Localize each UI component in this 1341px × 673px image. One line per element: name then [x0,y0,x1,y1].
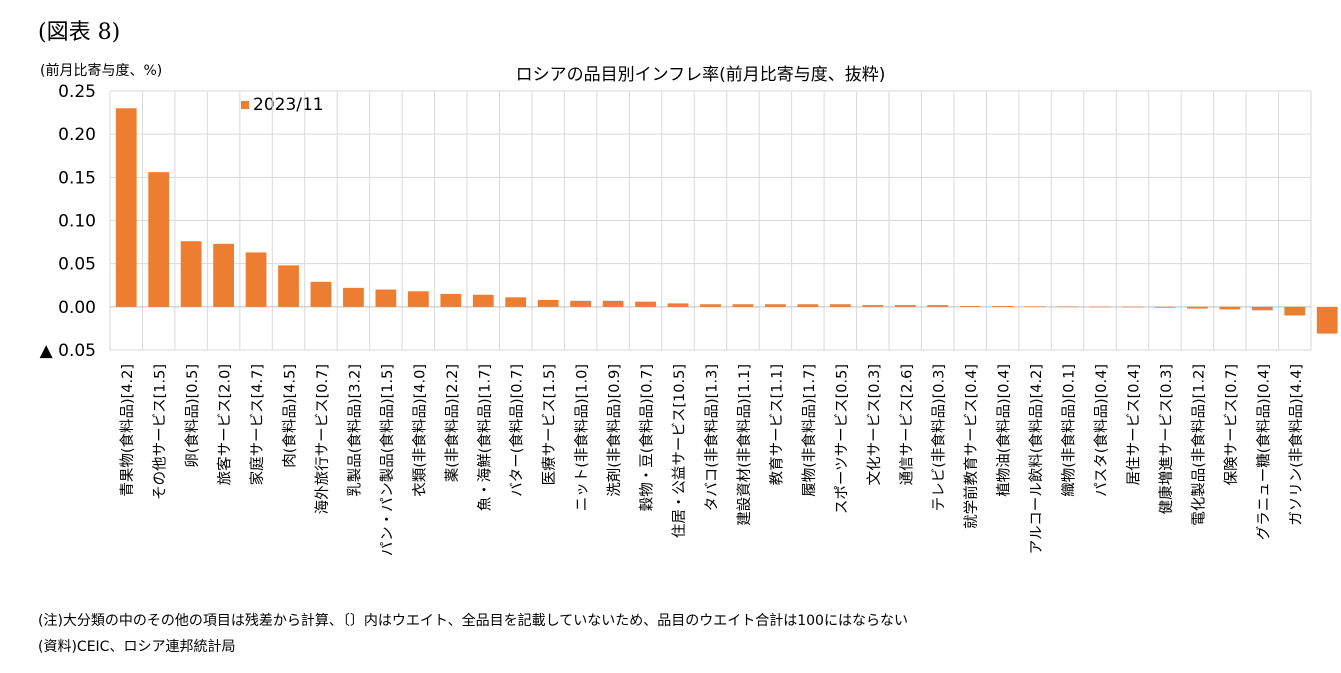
bar [440,293,462,307]
chart-title: ロシアの品目別インフレ率(前月比寄与度、抜粋) [515,65,886,85]
x-tick-label: 教育サービス[1.1] [768,364,785,485]
bar [505,297,527,307]
bar [765,304,786,307]
bar [602,300,624,307]
legend: 2023/11 [241,95,324,115]
x-tick-label: スポーツサービス[0.5] [833,364,850,514]
x-tick-label: 医療サービス[1.5] [541,364,558,485]
bar [829,304,851,307]
x-tick-label: 履物(非食料品)[1.7] [801,364,818,497]
x-tick-label: 通信サービス[2.6] [898,364,915,485]
x-tick-label: 薬(非食料品)[2.2] [444,364,461,482]
bar [148,172,170,307]
bar [1251,306,1273,311]
y-tick-label: 0.25 [58,82,96,102]
bar [115,108,137,307]
bar [343,287,364,307]
x-tick-label: 卵(食料品)[0.5] [184,364,201,468]
bar [635,301,656,307]
y-tick-label: 0.00 [58,298,96,318]
x-tick-label: グラニュー糖(食料品)[0.4] [1255,364,1272,540]
footnote: (注)大分類の中のその他の項目は残差から計算、〔〕内はウエイト、全品目を記載して… [38,613,908,629]
y-tick-label: 0.05 [58,255,96,275]
x-tick-label: 旅客サービス[2.0] [217,364,234,485]
bar [1154,306,1176,308]
x-tick-label: ニット(非食料品)[1.0] [574,364,591,511]
bar [700,304,721,307]
x-tick-label: 居住サービス[0.4] [1125,364,1142,485]
x-tick-label: 文化サービス[0.3] [866,364,883,485]
x-tick-label: 乳製品(食料品)[3.2] [346,364,363,497]
bar [1219,306,1241,310]
bar [310,281,332,307]
x-tick-label: その他サービス[1.5] [152,364,169,500]
x-tick-label: 肉(食料品)[4.5] [282,364,299,468]
bar [1316,306,1338,334]
bar [180,241,202,307]
x-tick-label: 電化製品(非食料品)[1.2] [1190,364,1207,526]
x-tick-label: 建設資材(非食料品)[1.1] [736,364,753,526]
figure-label: (図表 8) [38,20,121,45]
bar [732,304,754,307]
bar [992,305,1014,307]
bar [472,294,494,307]
legend-swatch [241,101,249,109]
bar [1187,306,1208,309]
x-tick-label: アルコール飲料(食料品)[4.2] [1028,364,1045,554]
x-tick-label: タバコ(非食料品)[1.3] [704,364,721,511]
bar [959,305,981,307]
y-tick-label: 0.20 [58,125,96,145]
x-tick-label: 織物(非食料品)[0.1] [1061,364,1078,497]
bar [407,291,429,307]
y-axis-unit-label: (前月比寄与度、%) [40,63,163,79]
bar [894,305,916,307]
x-tick-label: バター(食料品)[0.7] [509,364,526,497]
bar [1024,306,1046,308]
x-tick-label: 青果物(食料品)[4.2] [119,364,136,497]
y-tick-label: 0.10 [58,212,96,232]
x-tick-label: 海外旅行サービス[0.7] [314,364,331,514]
x-tick-label: 植物油(食料品)[0.4] [996,364,1013,497]
x-tick-label: 穀物・豆(食料品)[0.7] [639,364,656,511]
y-tick-label: 0.15 [58,168,96,188]
bar [667,303,689,307]
y-tick-label: ▲ 0.05 [40,341,96,361]
bar [1057,306,1078,308]
x-tick-label: テレビ(非食料品)[0.3] [931,364,948,511]
x-tick-label: 健康増進サービス[0.3] [1158,364,1175,514]
bar [278,265,299,307]
bar [570,300,592,307]
x-tick-label: 家庭サービス[4.7] [249,364,266,485]
source-note: (資料)CEIC、ロシア連邦統計局 [38,639,236,655]
legend-label: 2023/11 [253,95,324,115]
x-tick-label: ガソリン(非食料品)[4.4] [1288,364,1305,526]
bar [1089,306,1111,308]
x-tick-label: 住居・公益サービス[10.5] [671,364,688,538]
x-tick-label: 衣類(非食料品)[4.0] [411,364,428,497]
x-tick-label: 洗剤(非食料品)[0.9] [606,364,623,497]
bar [862,305,884,307]
bar [375,289,397,307]
x-tick-label: 就学前教育サービス[0.4] [963,364,980,529]
x-tick-label: パスタ(食料品)[0.4] [1093,364,1110,497]
bar [1122,306,1143,308]
bar-chart: 0.25 0.20 0.15 0.10 0.05 0.00 ▲ 0.05 青果物(食料品)[4… [40,82,1338,556]
bar [537,299,559,307]
bar [927,305,949,307]
bar [797,304,819,307]
x-tick-label: 魚・海鮮(食料品)[1.7] [476,364,493,511]
bar [245,252,267,307]
x-tick-label: パン・パン製品(食料品)[1.5] [379,364,396,556]
bar [1284,306,1306,316]
bar [213,243,234,307]
x-tick-label: 保険サービス[0.7] [1223,364,1240,485]
